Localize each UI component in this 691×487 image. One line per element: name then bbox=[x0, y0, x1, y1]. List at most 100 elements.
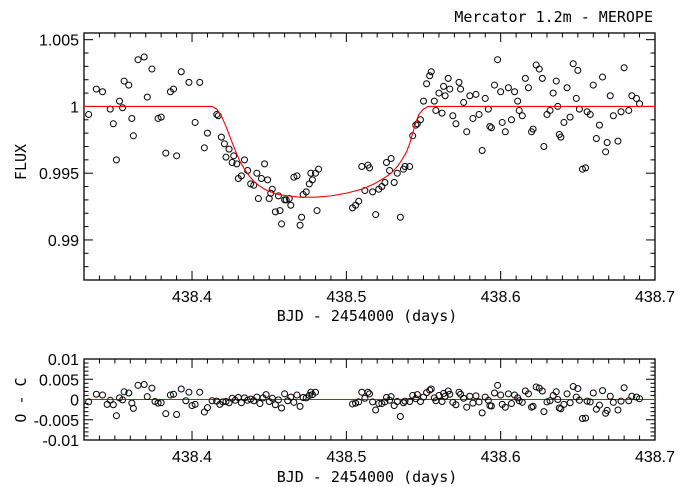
data-point bbox=[430, 97, 438, 105]
data-point bbox=[250, 181, 258, 189]
data-point bbox=[549, 89, 557, 97]
data-point bbox=[188, 402, 196, 410]
data-point bbox=[305, 180, 313, 188]
data-point bbox=[119, 104, 127, 112]
data-point bbox=[299, 393, 307, 401]
data-point bbox=[507, 116, 515, 124]
data-point bbox=[538, 387, 546, 395]
data-point bbox=[274, 396, 282, 404]
data-point bbox=[358, 163, 366, 171]
data-point bbox=[497, 88, 505, 96]
data-point bbox=[569, 60, 577, 68]
data-point bbox=[222, 153, 230, 161]
data-point bbox=[115, 97, 123, 105]
residual-panel: 438.4 438.5 438.6 438.7 -0.01 -0.005 0 0.005 0.0… bbox=[34, 352, 675, 466]
data-point bbox=[271, 401, 279, 409]
data-point bbox=[112, 412, 120, 420]
data-point bbox=[532, 61, 540, 69]
data-point bbox=[554, 396, 562, 403]
data-point bbox=[262, 391, 270, 399]
data-point bbox=[162, 410, 170, 418]
data-point bbox=[375, 400, 383, 408]
x-tick-label: 438.6 bbox=[481, 289, 521, 306]
data-point bbox=[617, 397, 625, 405]
data-point bbox=[369, 188, 377, 196]
data-point bbox=[524, 84, 532, 92]
data-point bbox=[112, 156, 120, 164]
data-point bbox=[444, 74, 452, 82]
data-point bbox=[449, 112, 457, 120]
data-point bbox=[511, 88, 519, 96]
data-point bbox=[177, 68, 185, 76]
data-point bbox=[529, 125, 537, 133]
x-tick-label: 438.7 bbox=[635, 289, 675, 306]
data-point bbox=[514, 97, 522, 105]
x-tick-label: 438.5 bbox=[326, 449, 366, 466]
data-point bbox=[208, 397, 216, 405]
data-point bbox=[313, 207, 321, 215]
data-point bbox=[632, 94, 640, 102]
data-point bbox=[355, 398, 363, 406]
data-point bbox=[599, 73, 607, 81]
data-point bbox=[296, 402, 304, 410]
data-point bbox=[602, 148, 610, 156]
data-point bbox=[535, 65, 543, 73]
data-point bbox=[237, 399, 245, 407]
data-point bbox=[173, 152, 181, 160]
data-point bbox=[307, 169, 315, 177]
data-point bbox=[446, 390, 454, 398]
data-point bbox=[494, 56, 502, 64]
data-point bbox=[578, 415, 586, 423]
data-point bbox=[386, 167, 394, 175]
data-point bbox=[487, 402, 495, 410]
data-point bbox=[589, 81, 597, 89]
data-point bbox=[583, 397, 591, 405]
data-point bbox=[271, 208, 279, 216]
data-point bbox=[427, 385, 435, 393]
data-point bbox=[361, 394, 369, 402]
data-point bbox=[441, 392, 449, 400]
data-point bbox=[406, 163, 414, 171]
data-point bbox=[472, 392, 480, 400]
data-point bbox=[293, 391, 301, 399]
data-point bbox=[566, 113, 574, 121]
y-tick-label: 1.005 bbox=[39, 33, 79, 50]
y-tick-label: -0.01 bbox=[43, 433, 80, 450]
data-point bbox=[247, 180, 255, 188]
data-point bbox=[125, 389, 133, 397]
data-point bbox=[220, 140, 228, 148]
data-point bbox=[253, 169, 261, 177]
data-point bbox=[162, 149, 170, 157]
data-point bbox=[200, 144, 208, 152]
data-point bbox=[228, 159, 236, 167]
data-point bbox=[575, 105, 583, 113]
data-point bbox=[401, 163, 409, 171]
data-point bbox=[481, 94, 489, 102]
data-point bbox=[452, 401, 460, 409]
data-point bbox=[552, 388, 560, 396]
data-point bbox=[540, 408, 548, 416]
data-point bbox=[399, 399, 407, 407]
y-tick-label: -0.005 bbox=[34, 413, 79, 430]
data-point bbox=[475, 110, 483, 118]
data-point bbox=[538, 74, 546, 82]
data-point bbox=[504, 84, 512, 92]
model-curve bbox=[84, 105, 655, 198]
data-point bbox=[620, 64, 628, 72]
data-point bbox=[609, 112, 617, 120]
data-point bbox=[569, 383, 577, 391]
data-point bbox=[257, 175, 265, 183]
y-tick-label: 0.995 bbox=[39, 166, 79, 183]
data-point bbox=[268, 394, 276, 402]
data-point bbox=[444, 387, 452, 395]
data-point bbox=[191, 400, 199, 408]
data-point bbox=[563, 84, 571, 92]
data-point bbox=[466, 392, 474, 400]
data-point bbox=[603, 138, 611, 146]
data-point bbox=[203, 129, 211, 137]
data-point bbox=[416, 116, 424, 124]
chart-title: Mercator 1.2m - MEROPE bbox=[454, 8, 653, 26]
data-point bbox=[426, 72, 434, 80]
data-point bbox=[552, 77, 560, 85]
data-point bbox=[274, 192, 282, 200]
